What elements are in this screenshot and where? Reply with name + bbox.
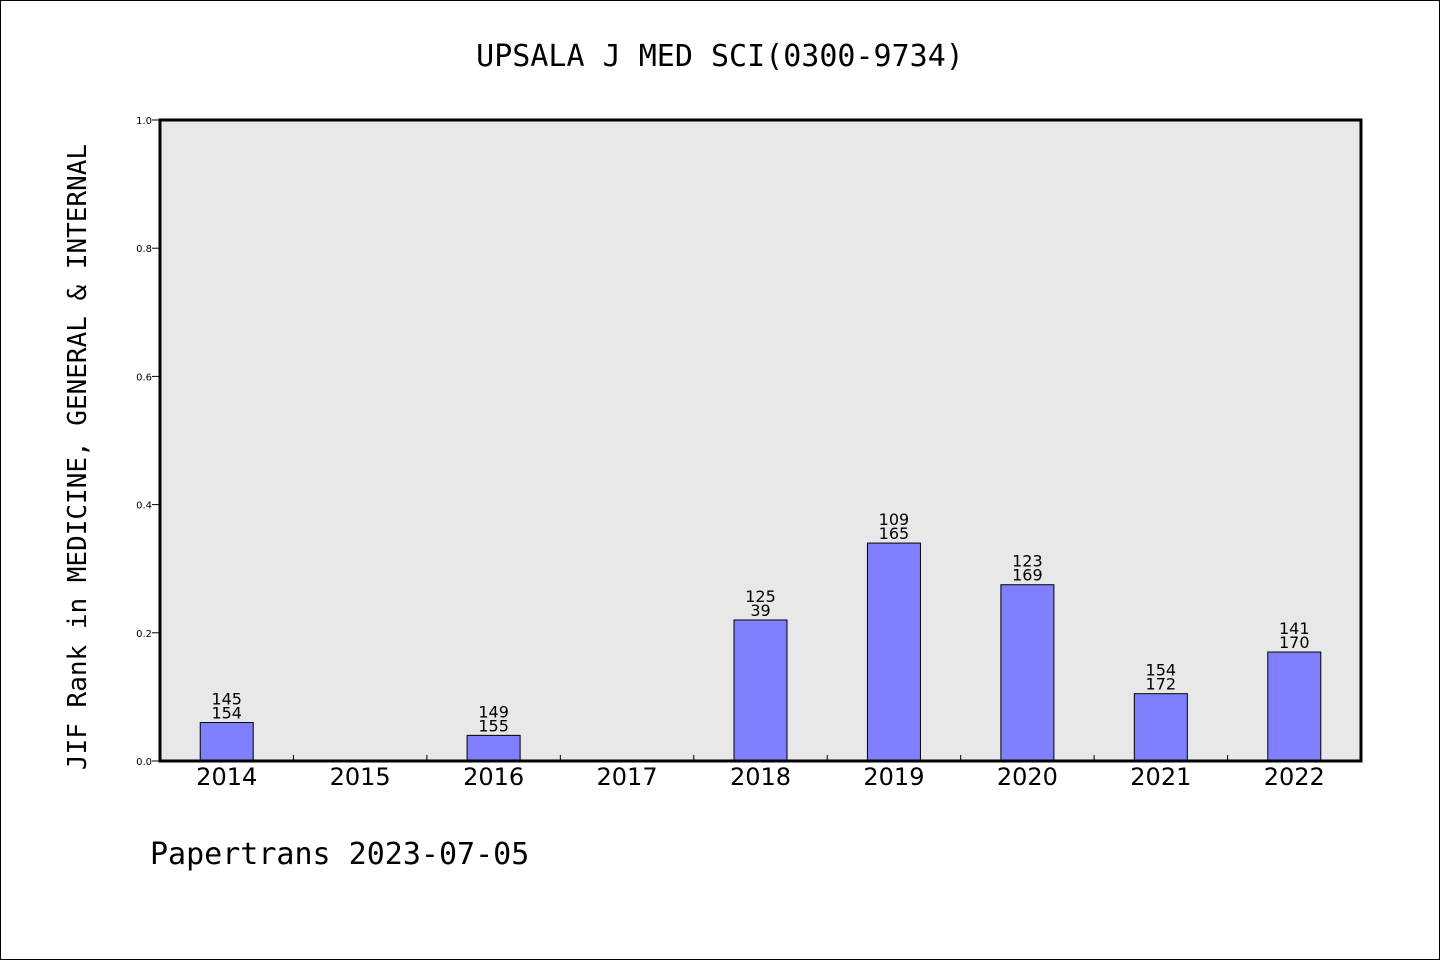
x-tick-label: 2017 (597, 763, 658, 791)
bar-label-total: 170 (1279, 633, 1310, 652)
x-tick-label: 2019 (863, 763, 924, 791)
x-tick-label: 2014 (196, 763, 257, 791)
bar-label-total: 155 (478, 716, 509, 735)
x-axis: 2014 2015 2016 2017 2018 2019 2020 2021 2022 (196, 755, 1325, 791)
x-tick-label: 2015 (330, 763, 391, 791)
bar-2022 (1267, 651, 1322, 762)
bar-label-rank: 145 (211, 690, 242, 709)
bar-2016 (466, 734, 521, 762)
bar-label-rank: 154 (1146, 661, 1177, 680)
bar-label-total: 165 (879, 524, 910, 543)
bar-2020 (1000, 584, 1055, 762)
bar-label-rank: 141 (1279, 619, 1310, 638)
chart-title: UPSALA J MED SCI(0300-9734) (476, 39, 964, 74)
y-tick-label: 0.8 (136, 244, 152, 255)
bar-label-total: 39 (750, 601, 770, 620)
footer-credit: Papertrans 2023-07-05 (150, 837, 529, 872)
bar-label-rank: 125 (745, 587, 776, 606)
x-tick-label: 2016 (463, 763, 524, 791)
bar-2014 (199, 722, 254, 762)
bar-label-rank: 123 (1012, 552, 1043, 571)
x-tick-label: 2018 (730, 763, 791, 791)
x-tick-label: 2020 (997, 763, 1058, 791)
y-tick-label: 1.0 (136, 116, 152, 127)
bar-2018 (733, 619, 788, 762)
x-tick-label: 2021 (1130, 763, 1191, 791)
y-tick-label: 0.2 (136, 629, 152, 640)
bar-label-rank: 149 (478, 702, 509, 721)
bar-label-total: 172 (1146, 675, 1177, 694)
bar-2019 (866, 542, 921, 762)
bar-2021 (1133, 693, 1188, 762)
y-axis: 0.0 0.2 0.4 0.6 0.8 1.0 (136, 116, 160, 768)
bar-label-total: 169 (1012, 566, 1043, 585)
bars (199, 542, 1322, 762)
y-tick-label: 0.4 (136, 501, 152, 512)
plot-border (158, 118, 1363, 763)
y-axis-label: JIF Rank in MEDICINE, GENERAL & INTERNAL (63, 144, 93, 770)
x-tick-label: 2022 (1264, 763, 1325, 791)
bar-label-rank: 109 (879, 510, 910, 529)
bar-label-total: 154 (211, 704, 242, 723)
y-tick-label: 0.0 (136, 757, 152, 768)
y-tick-label: 0.6 (136, 372, 152, 383)
